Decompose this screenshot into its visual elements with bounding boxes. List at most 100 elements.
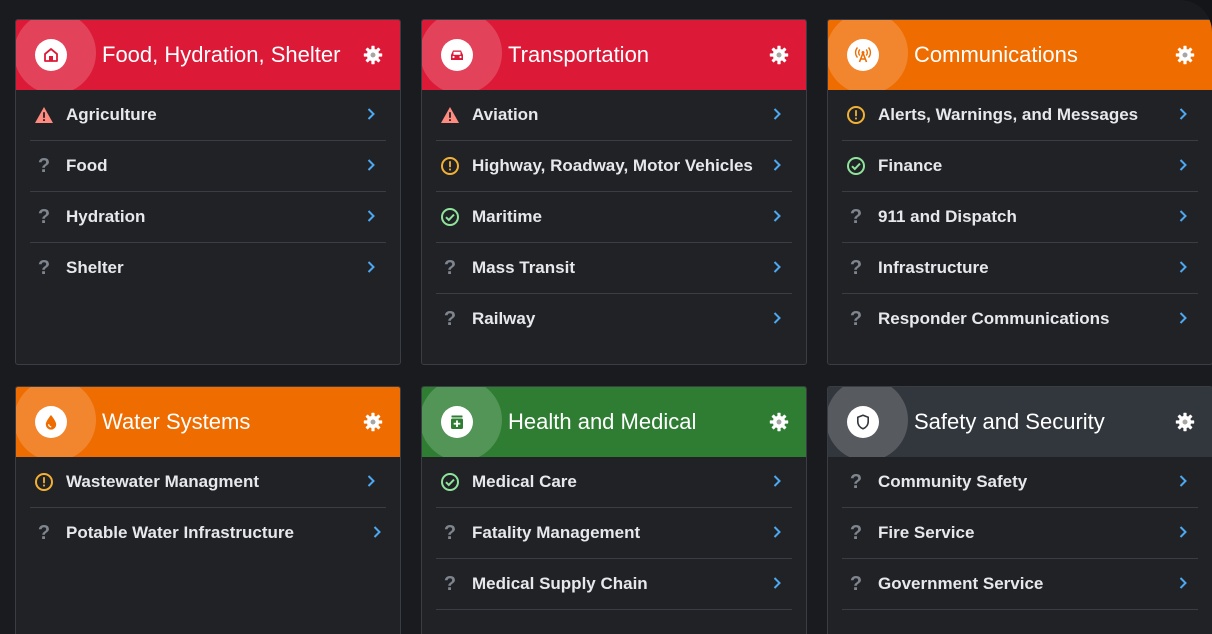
card-communications: Communications Alerts, Warnings, and Mes… [827,19,1212,365]
card-title: Transportation [508,42,650,67]
question-mark-icon: ? [37,155,51,177]
chevron-right-icon[interactable] [772,311,782,325]
chevron-right-icon[interactable] [1178,107,1188,121]
item-label: Shelter [66,258,124,277]
item-label: Responder Communications [878,309,1110,328]
list-item[interactable]: ? Railway [436,294,792,344]
item-label: Highway, Roadway, Motor Vehicles [472,156,753,175]
unknown-icon: ? [438,521,462,545]
question-mark-icon: ? [37,206,51,228]
list-item[interactable]: Alerts, Warnings, and Messages [842,90,1198,141]
item-label: Mass Transit [472,258,575,277]
caution-icon [844,103,868,127]
card-header: Transportation [422,20,806,90]
chevron-right-icon[interactable] [1178,311,1188,325]
unknown-icon: ? [438,307,462,331]
gear-icon[interactable] [768,44,790,66]
item-label: Infrastructure [878,258,989,277]
unknown-icon: ? [844,307,868,331]
gear-icon[interactable] [362,411,384,433]
unknown-icon: ? [438,572,462,596]
list-item[interactable]: ? Fatality Management [436,508,792,559]
item-label: Railway [472,309,536,328]
gear-icon[interactable] [1174,44,1196,66]
chevron-right-icon[interactable] [772,158,782,172]
list-item[interactable]: ? Infrastructure [842,243,1198,294]
list-item[interactable]: Medical Care [436,457,792,508]
warning-icon [438,103,462,127]
chevron-right-icon[interactable] [772,260,782,274]
check-circle-icon [844,154,868,178]
card-safety-and-security: Safety and Security ? Community Safety ? F… [827,386,1212,634]
antenna-icon [847,39,879,71]
gear-icon[interactable] [1174,411,1196,433]
list-item[interactable]: ? Potable Water Infrastructure [30,508,386,558]
gear-icon[interactable] [362,44,384,66]
question-mark-icon: ? [443,308,457,330]
list-item[interactable]: Maritime [436,192,792,243]
list-item[interactable]: Aviation [436,90,792,141]
caution-icon [32,470,56,494]
chevron-right-icon[interactable] [1178,474,1188,488]
medical-kit-icon [441,406,473,438]
card-title: Health and Medical [508,409,697,434]
gear-icon[interactable] [768,411,790,433]
item-label: Finance [878,156,943,175]
chevron-right-icon[interactable] [772,107,782,121]
question-mark-icon: ? [37,257,51,279]
list-item[interactable]: Highway, Roadway, Motor Vehicles [436,141,792,192]
card-water-systems: Water Systems Wastewater Managment ? Pota… [15,386,401,634]
list-item[interactable]: ? Mass Transit [436,243,792,294]
item-label: 911 and Dispatch [878,207,1017,226]
chevron-right-icon[interactable] [372,525,382,539]
question-mark-icon: ? [443,573,457,595]
list-item[interactable]: ? Community Safety [842,457,1198,508]
item-label: Community Safety [878,472,1028,491]
water-drop-icon [35,406,67,438]
list-item[interactable]: Agriculture [30,90,386,141]
list-item[interactable]: ? Hydration [30,192,386,243]
card-header: Water Systems [16,387,400,457]
chevron-right-icon[interactable] [1178,260,1188,274]
shield-icon [847,406,879,438]
item-label: Medical Supply Chain [472,574,648,593]
question-mark-icon: ? [849,257,863,279]
item-label: Potable Water Infrastructure [66,523,294,542]
question-mark-icon: ? [443,257,457,279]
unknown-icon: ? [844,470,868,494]
question-mark-icon: ? [849,206,863,228]
warning-icon [32,103,56,127]
chevron-right-icon[interactable] [1178,525,1188,539]
item-list: Alerts, Warnings, and Messages Finance ?… [828,90,1212,344]
chevron-right-icon[interactable] [366,158,376,172]
chevron-right-icon[interactable] [366,209,376,223]
list-item[interactable]: ? Fire Service [842,508,1198,559]
chevron-right-icon[interactable] [366,474,376,488]
list-item[interactable]: ? Food [30,141,386,192]
unknown-icon: ? [32,521,56,545]
list-item[interactable]: ? 911 and Dispatch [842,192,1198,243]
list-item[interactable]: ? Responder Communications [842,294,1198,344]
chevron-right-icon[interactable] [772,525,782,539]
item-list: Medical Care ? Fatality Management ? Medic… [422,457,806,610]
list-item[interactable]: Finance [842,141,1198,192]
item-label: Food [66,156,108,175]
chevron-right-icon[interactable] [772,209,782,223]
list-item[interactable]: ? Government Service [842,559,1198,610]
chevron-right-icon[interactable] [366,260,376,274]
chevron-right-icon[interactable] [1178,576,1188,590]
chevron-right-icon[interactable] [1178,209,1188,223]
item-label: Wastewater Managment [66,472,260,491]
caution-icon [438,154,462,178]
chevron-right-icon[interactable] [366,107,376,121]
list-item[interactable]: ? Medical Supply Chain [436,559,792,610]
list-item[interactable]: Wastewater Managment [30,457,386,508]
chevron-right-icon[interactable] [772,474,782,488]
item-label: Aviation [472,105,539,124]
list-item[interactable]: ? Shelter [30,243,386,293]
chevron-right-icon[interactable] [1178,158,1188,172]
question-mark-icon: ? [37,522,51,544]
chevron-right-icon[interactable] [772,576,782,590]
unknown-icon: ? [32,205,56,229]
item-list: Wastewater Managment ? Potable Water Infr… [16,457,400,558]
